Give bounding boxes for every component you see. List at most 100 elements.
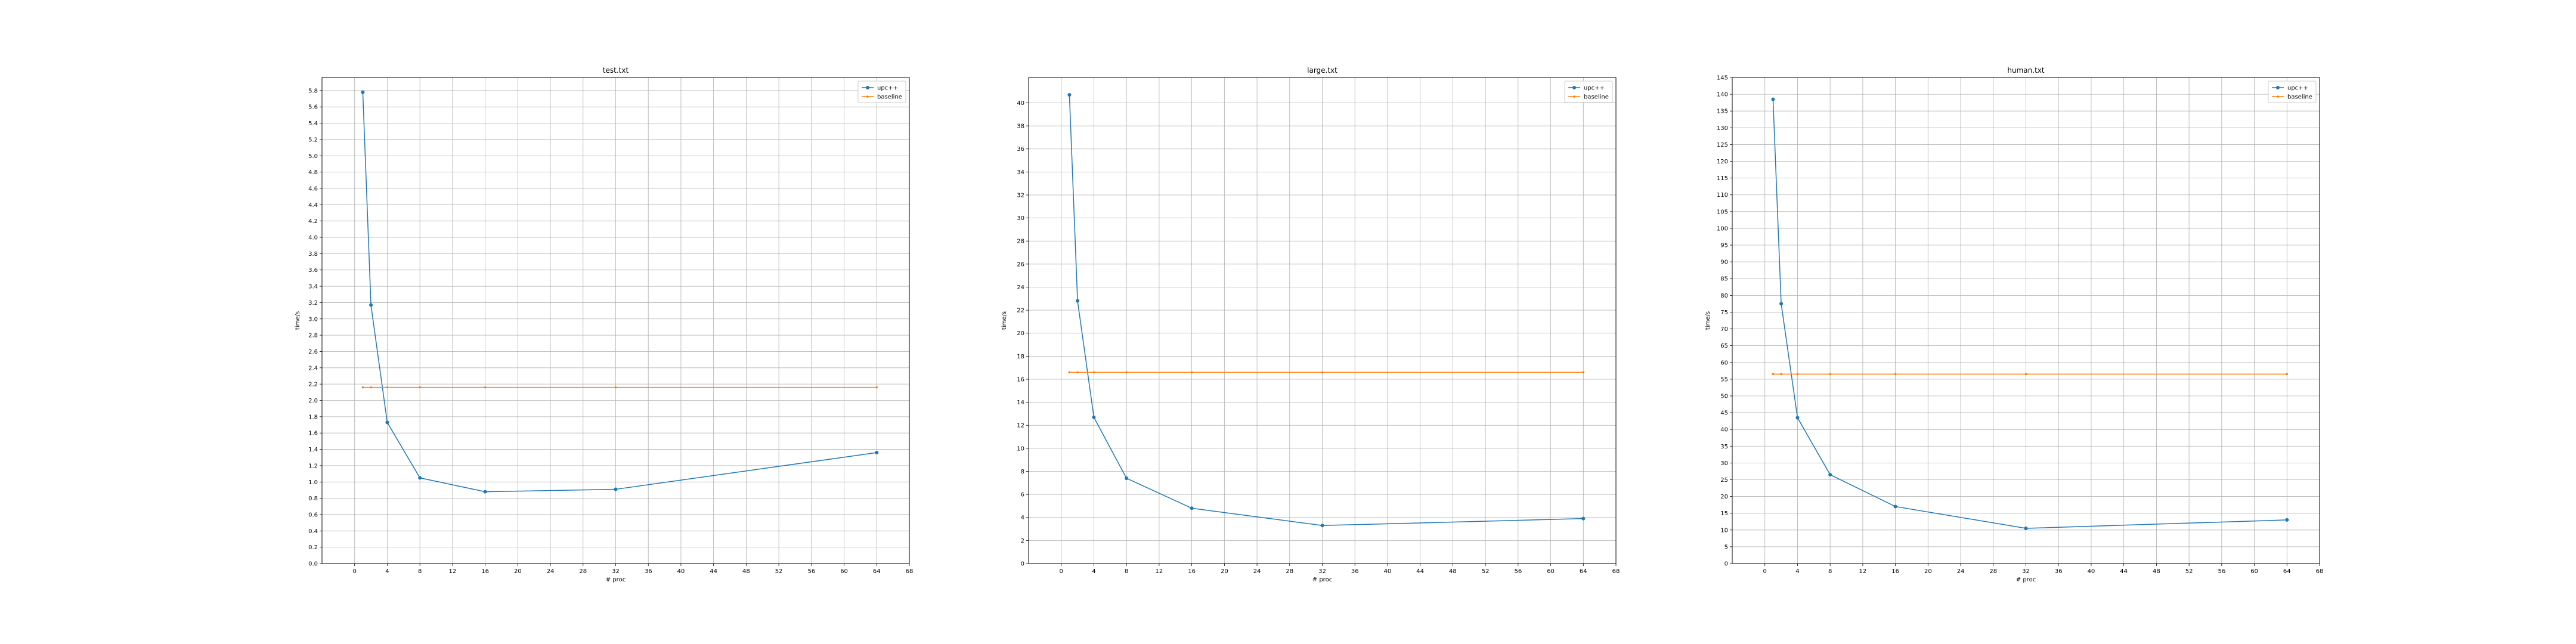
x-tick-label: 8 [1125, 568, 1128, 575]
series-line-upc [362, 92, 877, 493]
y-tick-label: 5.8 [308, 88, 318, 94]
x-tick-label: 0 [1763, 568, 1767, 575]
x-tick-label: 24 [1957, 568, 1965, 575]
legend-entry: baseline [1584, 94, 1609, 101]
y-tick-label: 36 [1017, 146, 1024, 153]
data-point [1092, 415, 1096, 419]
x-tick-label: 44 [2120, 568, 2128, 575]
x-tick-label: 60 [840, 568, 848, 575]
data-point [1190, 506, 1194, 510]
x-tick-label: 48 [2153, 568, 2160, 575]
x-tick-label: 28 [579, 568, 587, 575]
data-point [614, 386, 617, 389]
x-tick-label: 52 [1482, 568, 1490, 575]
x-axis-label: # proc [1312, 577, 1332, 583]
data-point [1771, 97, 1775, 101]
data-point [1125, 476, 1129, 481]
x-tick-label: 56 [807, 568, 815, 575]
y-tick-label: 140 [1717, 92, 1728, 98]
data-point [1582, 371, 1585, 374]
data-point [2024, 526, 2028, 530]
x-tick-label: 40 [2088, 568, 2095, 575]
chart-title: human.txt [2007, 66, 2044, 75]
y-tick-label: 60 [1720, 360, 1728, 366]
data-point [483, 490, 487, 494]
x-tick-label: 28 [1286, 568, 1293, 575]
y-tick-label: 2.8 [308, 333, 318, 339]
data-point [1780, 373, 1782, 376]
x-tick-label: 16 [1891, 568, 1899, 575]
legend-entry: baseline [2287, 94, 2312, 101]
y-tick-label: 3.4 [308, 284, 318, 290]
data-point [2024, 373, 2027, 376]
y-tick-label: 10 [1017, 445, 1024, 452]
chart-panel-1: 0 4 8 12 16 20 24 28 32 36 40 44 48 52 56 60 64 680.00.20… [295, 66, 913, 583]
data-point [1190, 371, 1193, 374]
y-tick-label: 4.4 [308, 202, 318, 209]
x-tick-label: 68 [2316, 568, 2324, 575]
data-point [1125, 371, 1128, 374]
y-tick-label: 34 [1017, 169, 1024, 176]
x-tick-label: 0 [353, 568, 357, 575]
y-tick-label: 50 [1720, 393, 1728, 400]
y-axis-label: time/s [295, 311, 301, 330]
x-tick-label: 24 [547, 568, 555, 575]
data-point [385, 420, 389, 425]
y-tick-label: 30 [1017, 215, 1024, 222]
y-tick-label: 130 [1717, 125, 1728, 132]
y-tick-label: 3.8 [308, 251, 318, 258]
legend-entry: upc++ [877, 85, 898, 92]
y-tick-label: 24 [1017, 284, 1024, 291]
x-tick-label: 20 [1221, 568, 1228, 575]
y-tick-label: 2.0 [308, 398, 318, 404]
x-tick-label: 0 [1060, 568, 1063, 575]
y-tick-label: 38 [1017, 123, 1024, 130]
y-tick-label: 90 [1720, 259, 1728, 266]
legend-entry: upc++ [1584, 85, 1605, 92]
y-tick-label: 1.2 [308, 463, 318, 469]
x-tick-label: 16 [1188, 568, 1196, 575]
data-point [875, 451, 879, 455]
y-tick-label: 0.6 [308, 512, 318, 518]
y-tick-label: 0 [1021, 561, 1024, 568]
data-point [1076, 299, 1080, 303]
x-tick-label: 64 [1580, 568, 1587, 575]
y-tick-label: 70 [1720, 326, 1728, 333]
chart-title: test.txt [603, 66, 629, 75]
y-tick-label: 14 [1017, 400, 1024, 406]
data-point [1829, 373, 1831, 376]
y-tick-label: 5 [1724, 544, 1728, 550]
y-tick-label: 2.4 [308, 365, 318, 371]
x-tick-label: 40 [677, 568, 685, 575]
y-tick-label: 0.4 [308, 528, 318, 535]
y-tick-label: 0.8 [308, 496, 318, 502]
data-point [1772, 373, 1775, 376]
y-tick-label: 0 [1724, 561, 1728, 568]
x-tick-label: 68 [1612, 568, 1620, 575]
legend: upc++ baseline [1564, 80, 1613, 103]
x-tick-label: 32 [1318, 568, 1326, 575]
y-tick-label: 3.0 [308, 316, 318, 323]
y-tick-label: 85 [1720, 276, 1728, 283]
y-tick-label: 20 [1720, 494, 1728, 500]
y-tick-label: 12 [1017, 423, 1024, 429]
y-tick-label: 4.6 [308, 185, 318, 192]
legend-swatch-marker [1573, 95, 1575, 98]
x-tick-label: 8 [1828, 568, 1832, 575]
data-point [2286, 373, 2289, 376]
y-tick-label: 40 [1720, 427, 1728, 434]
data-point [419, 386, 421, 389]
y-tick-label: 110 [1717, 192, 1728, 199]
y-tick-label: 135 [1717, 109, 1728, 115]
data-point [614, 487, 618, 491]
legend-box [1564, 80, 1613, 103]
data-point [369, 303, 373, 307]
y-tick-label: 20 [1017, 330, 1024, 337]
x-tick-label: 52 [2185, 568, 2193, 575]
y-tick-label: 8 [1021, 469, 1024, 475]
x-tick-label: 20 [1924, 568, 1932, 575]
data-point [875, 386, 878, 389]
data-point [361, 386, 364, 389]
x-tick-label: 28 [1989, 568, 1997, 575]
